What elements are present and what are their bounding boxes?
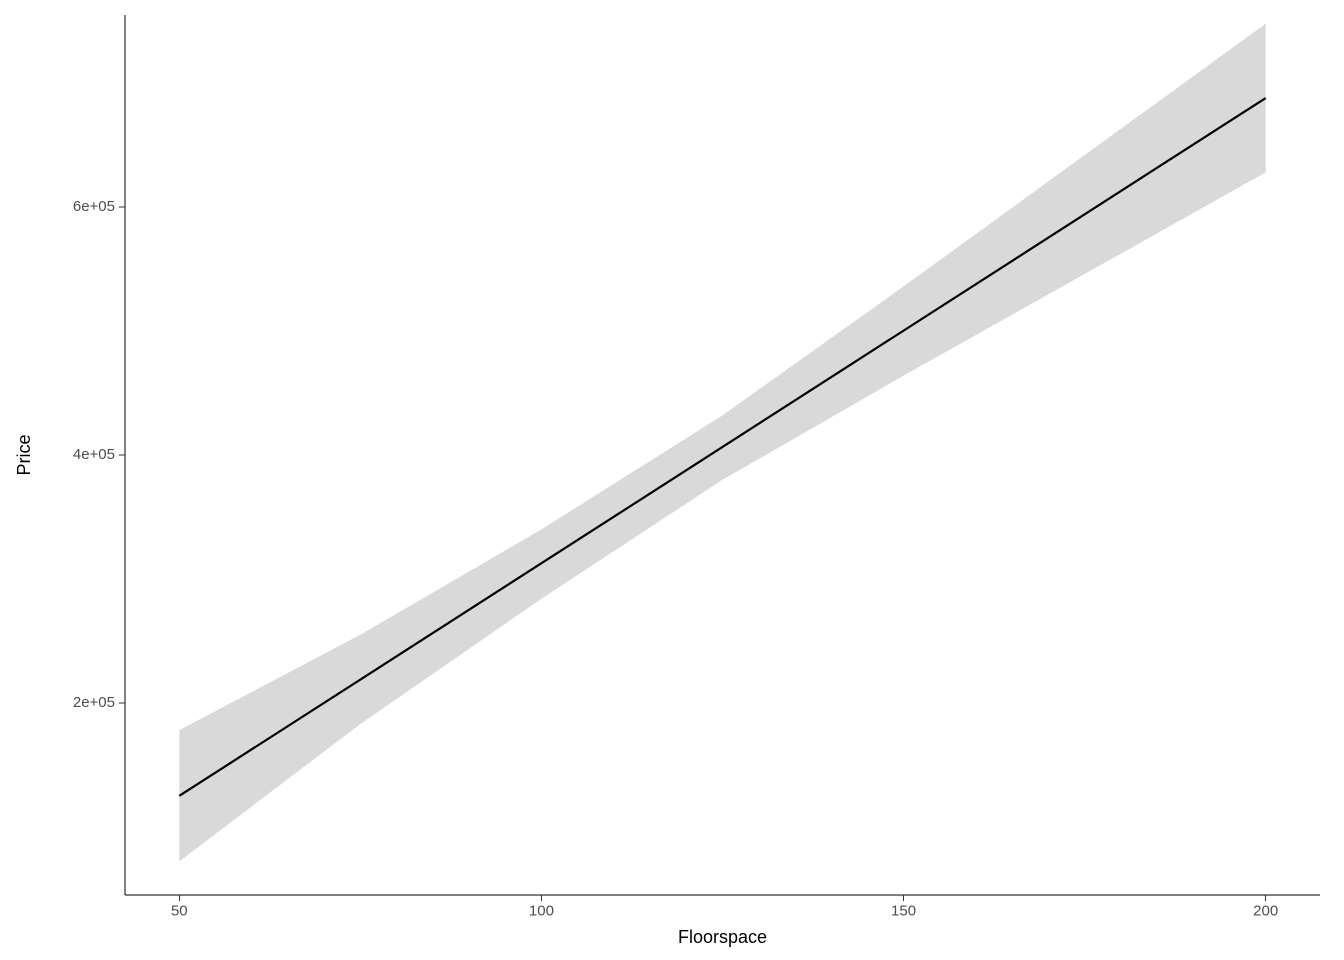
x-tick-label: 150 [891, 902, 916, 919]
x-tick-label: 50 [171, 902, 188, 919]
x-tick-label: 100 [529, 902, 554, 919]
regression-chart: 50 100 150 200 2e+05 4e+05 6e+05 Floorspace Pric… [0, 0, 1344, 960]
chart-svg: 50 100 150 200 2e+05 4e+05 6e+05 Floorspace Pric… [0, 0, 1344, 960]
x-axis-title: Floorspace [678, 927, 767, 947]
y-tick-label: 2e+05 [73, 694, 115, 711]
y-axis-title: Price [14, 434, 34, 475]
y-tick-label: 6e+05 [73, 198, 115, 215]
x-tick-label: 200 [1253, 902, 1278, 919]
y-tick-label: 4e+05 [73, 446, 115, 463]
